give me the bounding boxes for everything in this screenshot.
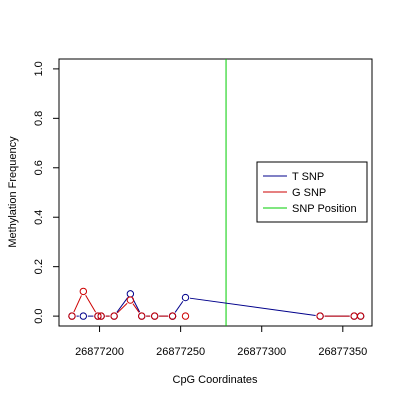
y-tick-label: 0.0 bbox=[33, 308, 45, 323]
x-tick-label: 26877200 bbox=[75, 346, 124, 358]
g-snp-point bbox=[138, 312, 146, 320]
t-snp-point bbox=[126, 290, 135, 298]
chart-marks bbox=[68, 59, 365, 326]
g-snp-point bbox=[181, 312, 190, 320]
axes: 0.0 0.2 0.4 0.6 0.8 1.0 26877200 26877250 268773… bbox=[33, 61, 367, 358]
g-snp-point bbox=[350, 312, 358, 320]
g-snp-point bbox=[316, 312, 324, 320]
y-tick-label: 0.4 bbox=[33, 210, 45, 225]
g-snp-line-segment bbox=[73, 295, 82, 313]
x-axis-label: CpG Coordinates bbox=[173, 374, 258, 386]
t-snp-point bbox=[181, 293, 190, 302]
g-snp-line-segment bbox=[116, 302, 128, 314]
legend-label-t-snp: T SNP bbox=[292, 171, 324, 183]
y-tick-label: 0.6 bbox=[33, 160, 45, 175]
g-snp-point bbox=[79, 287, 88, 296]
g-snp-point bbox=[150, 312, 159, 320]
g-snp-point bbox=[168, 312, 177, 320]
g-snp-point bbox=[110, 312, 118, 320]
plot-box bbox=[58, 58, 373, 327]
g-snp-point bbox=[356, 312, 365, 320]
g-snp-point bbox=[126, 296, 135, 304]
x-tick-label: 26877300 bbox=[237, 346, 286, 358]
g-snp-point bbox=[97, 312, 105, 320]
g-snp-point bbox=[94, 312, 102, 320]
t-snp-point bbox=[79, 312, 88, 320]
t-snp-line-segment bbox=[189, 297, 316, 316]
x-tick-label: 26877350 bbox=[318, 346, 367, 358]
legend-label-g-snp: G SNP bbox=[292, 187, 326, 199]
g-snp-point bbox=[68, 312, 76, 320]
x-tick-label: 26877250 bbox=[156, 346, 205, 358]
t-snp-line-segment bbox=[116, 297, 129, 313]
y-tick-label: 0.2 bbox=[33, 259, 45, 274]
y-tick-label: 1.0 bbox=[33, 61, 45, 76]
g-snp-line-segment bbox=[85, 295, 97, 313]
y-tick-label: 0.8 bbox=[33, 111, 45, 126]
y-axis-label: Methylation Frequency bbox=[7, 136, 19, 248]
legend: T SNP G SNP SNP Position bbox=[256, 161, 368, 223]
t-snp-line-segment bbox=[174, 300, 184, 313]
legend-label-snp-position: SNP Position bbox=[292, 203, 357, 215]
g-snp-line-segment bbox=[132, 303, 140, 313]
